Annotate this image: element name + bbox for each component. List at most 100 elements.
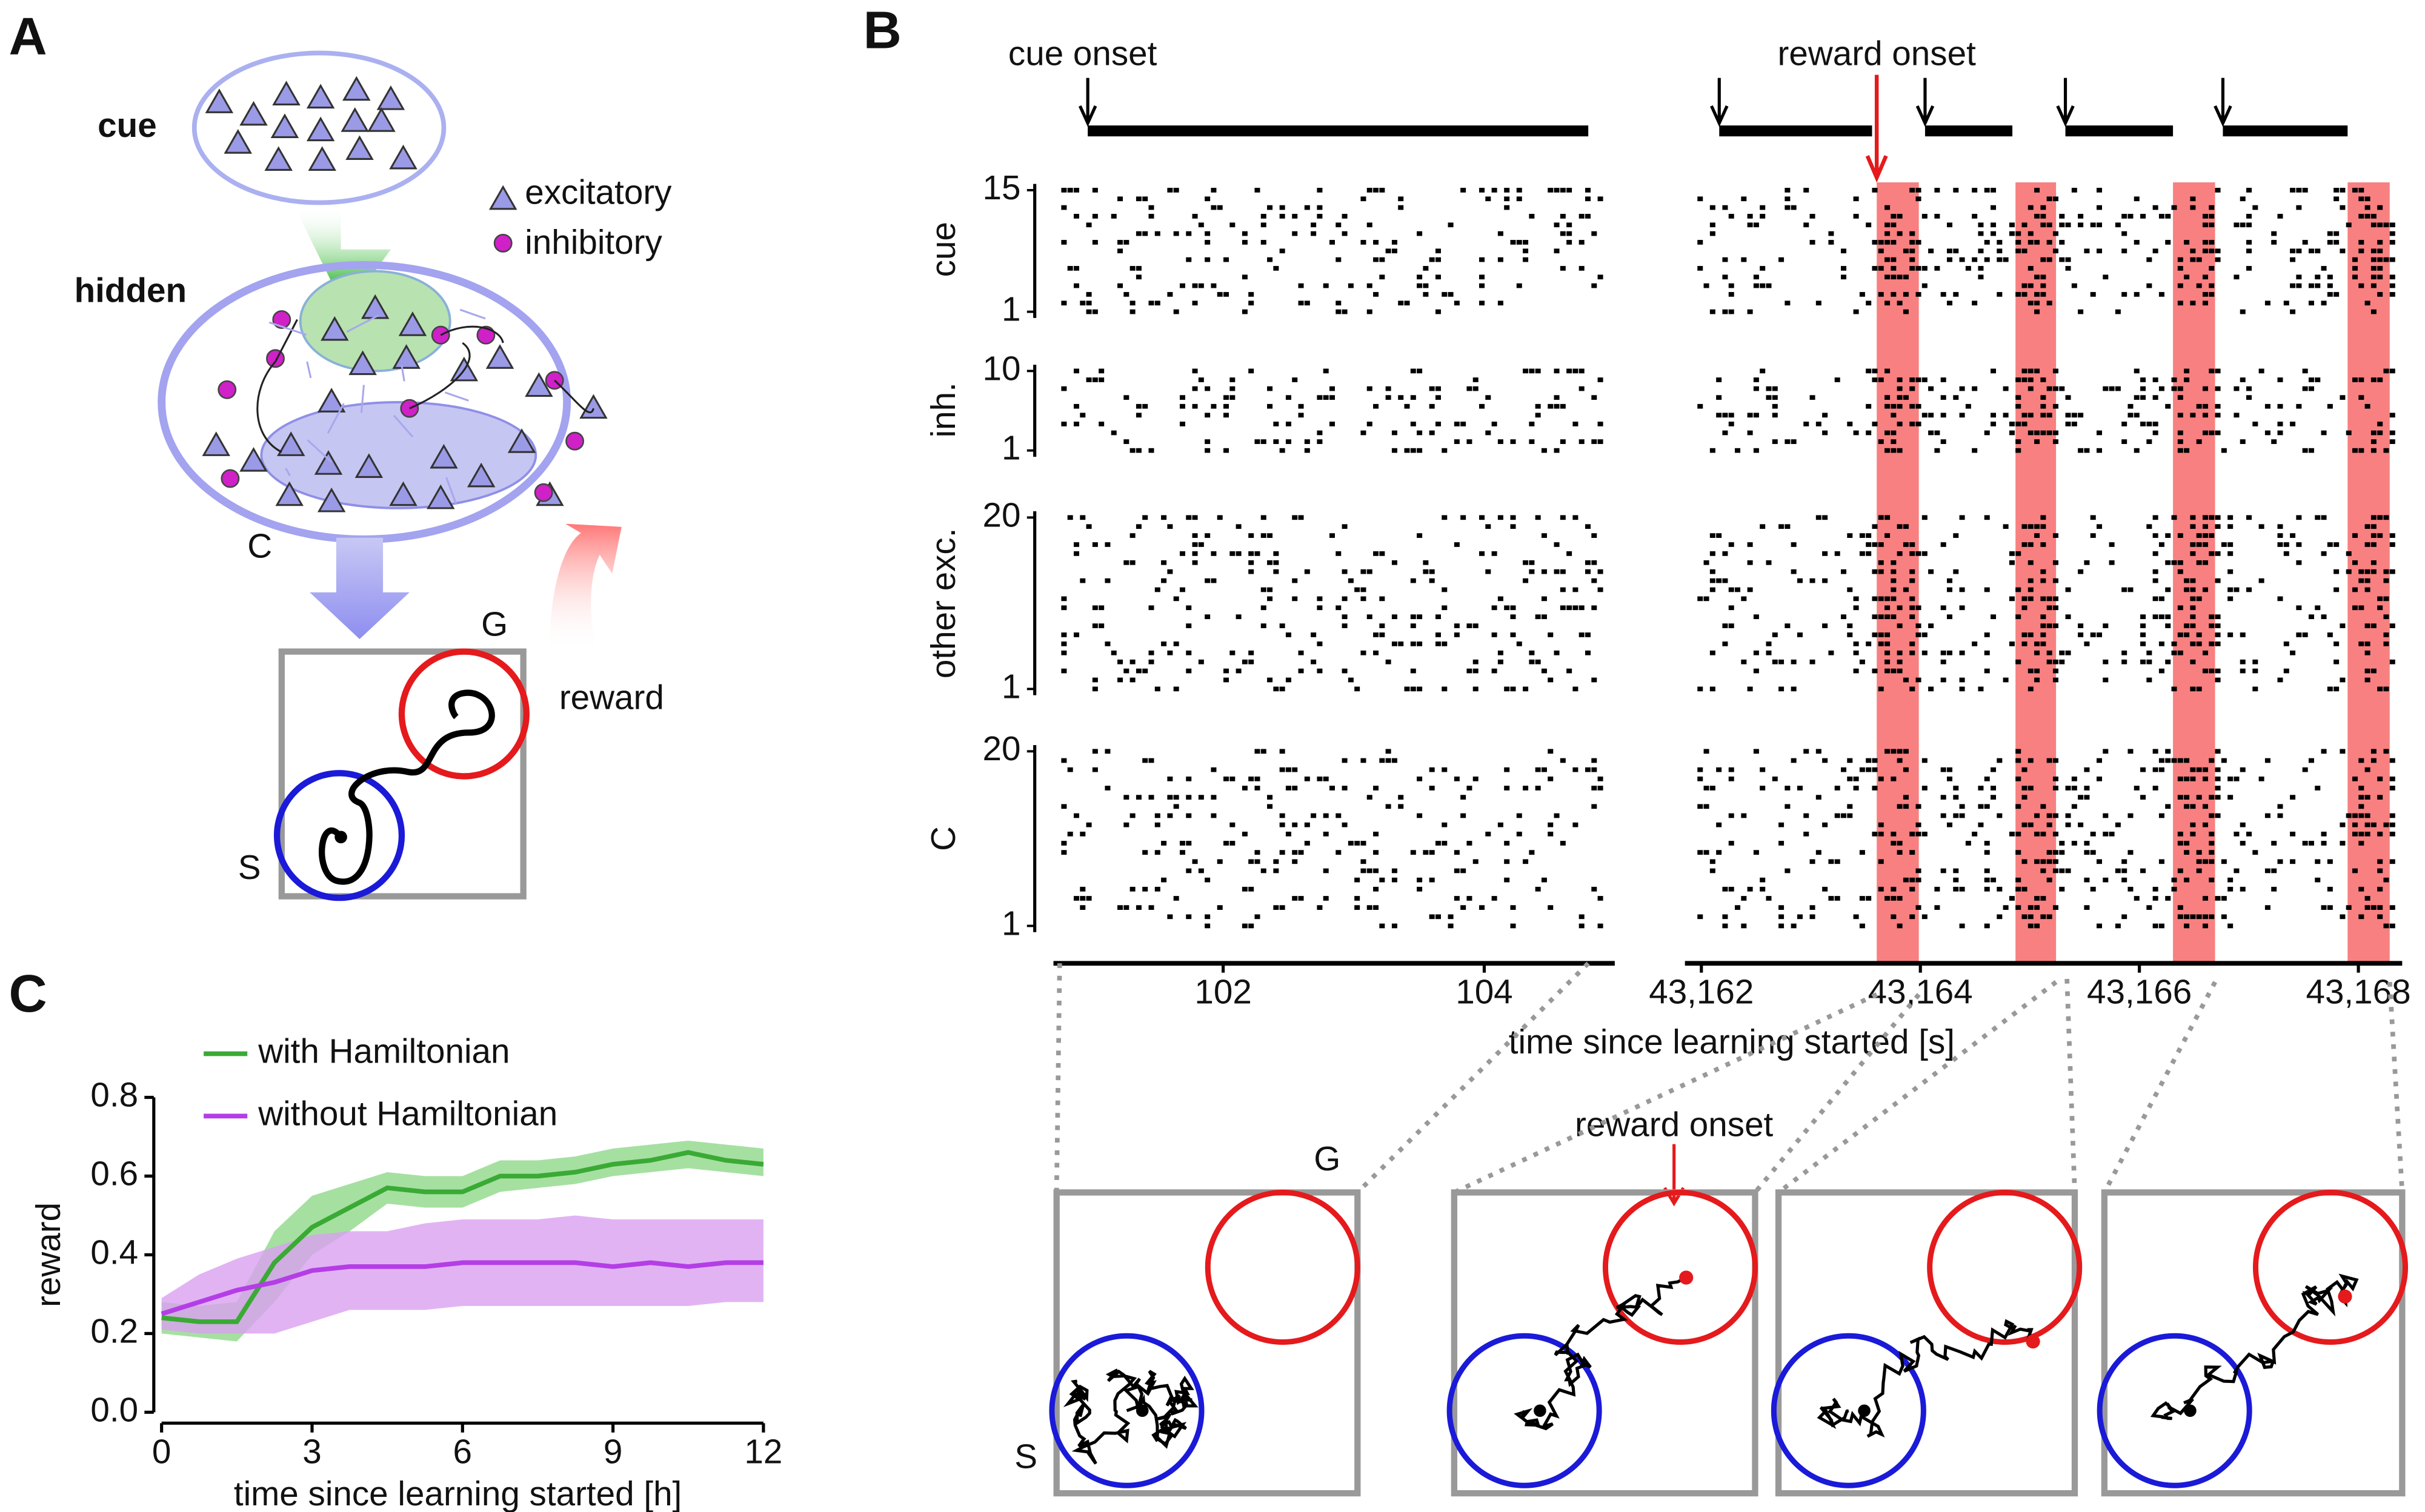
spike	[2327, 686, 2333, 692]
spike	[2221, 859, 2227, 864]
spike	[1173, 686, 1179, 692]
spike	[2046, 822, 2052, 827]
spike	[1398, 642, 1404, 646]
spike	[2078, 822, 2084, 827]
spike	[2103, 877, 2109, 883]
spike	[2321, 551, 2327, 556]
spike	[1984, 877, 1990, 883]
spike	[1223, 776, 1229, 781]
spike	[2134, 448, 2140, 453]
spike	[2315, 515, 2321, 520]
spike	[2078, 795, 2084, 800]
spike	[1298, 896, 1304, 901]
spike	[2340, 395, 2346, 400]
spike	[1229, 650, 1236, 655]
spike	[1591, 578, 1597, 583]
spike	[1760, 886, 1766, 892]
spike	[2221, 914, 2227, 920]
spike	[1728, 542, 1734, 547]
spike	[1336, 300, 1342, 306]
spike	[1336, 850, 1342, 855]
spike	[1566, 605, 1572, 611]
spike	[1940, 413, 1946, 418]
spike	[1760, 786, 1766, 791]
spike	[2215, 515, 2221, 520]
spike	[2084, 448, 2090, 453]
spike	[1504, 841, 1510, 846]
spike	[1497, 822, 1503, 827]
spike	[1460, 188, 1466, 193]
end-dot	[2338, 1289, 2352, 1304]
spike	[2009, 551, 2015, 556]
spike	[1878, 542, 1884, 547]
excitatory-neuron	[430, 443, 458, 469]
spike	[1703, 749, 1709, 754]
spike	[1142, 758, 1148, 763]
spike	[1728, 886, 1734, 892]
spike	[1572, 515, 1578, 520]
spike	[1129, 309, 1136, 314]
spike	[1379, 623, 1385, 628]
spike	[2296, 188, 2302, 193]
connection	[307, 439, 333, 463]
spike	[1535, 413, 1541, 418]
spike	[1560, 188, 1566, 193]
spike	[1523, 248, 1529, 254]
spike	[2190, 524, 2196, 529]
spike	[2071, 422, 2077, 426]
spike	[2034, 642, 2040, 646]
spike	[2370, 377, 2377, 382]
spike	[1959, 587, 1965, 592]
spike	[2352, 560, 2358, 565]
spike	[2090, 850, 2096, 855]
spike	[1884, 605, 1891, 611]
spike	[1803, 222, 1809, 228]
spike	[1791, 758, 1797, 763]
spike	[1884, 896, 1891, 901]
spike	[2190, 596, 2196, 602]
connection	[459, 308, 486, 320]
excitatory-neuron	[314, 450, 343, 475]
spike	[1472, 859, 1479, 864]
spike	[2234, 868, 2240, 874]
spike	[2252, 668, 2258, 674]
spike	[1535, 515, 1541, 520]
spike	[1566, 668, 1572, 674]
spike	[1223, 403, 1229, 409]
spike	[2383, 822, 2389, 827]
spike	[1248, 551, 1254, 556]
spike	[1504, 767, 1510, 772]
spike	[1953, 886, 1959, 892]
spike	[1903, 309, 1909, 314]
arena	[1775, 1189, 2078, 1497]
spike	[2009, 560, 2015, 565]
spike	[2202, 896, 2208, 901]
spike	[2177, 266, 2183, 271]
spike	[1454, 542, 1460, 547]
trajectory	[1514, 1276, 1687, 1431]
spike	[2015, 377, 2021, 382]
spike	[2277, 422, 2283, 426]
spike	[1211, 188, 1217, 193]
spike	[1423, 292, 1429, 297]
x-tick-label: 104	[1455, 973, 1512, 1011]
spike	[2184, 377, 2190, 382]
spike	[2158, 642, 2164, 646]
spike	[1940, 542, 1946, 547]
spike	[1853, 596, 1859, 602]
spike	[1984, 515, 1990, 520]
spike	[2146, 677, 2152, 683]
spike	[1061, 188, 1067, 193]
spike	[1959, 923, 1965, 929]
spike	[2158, 614, 2164, 620]
spike	[1778, 923, 1785, 929]
spike	[1946, 300, 1952, 306]
spike	[1772, 413, 1778, 418]
spike	[1984, 430, 1990, 436]
spike	[1753, 749, 1759, 754]
spike	[2052, 831, 2058, 837]
spike	[2146, 257, 2152, 262]
spike	[2158, 542, 2164, 547]
spike	[1984, 776, 1990, 781]
spike	[2040, 395, 2046, 400]
